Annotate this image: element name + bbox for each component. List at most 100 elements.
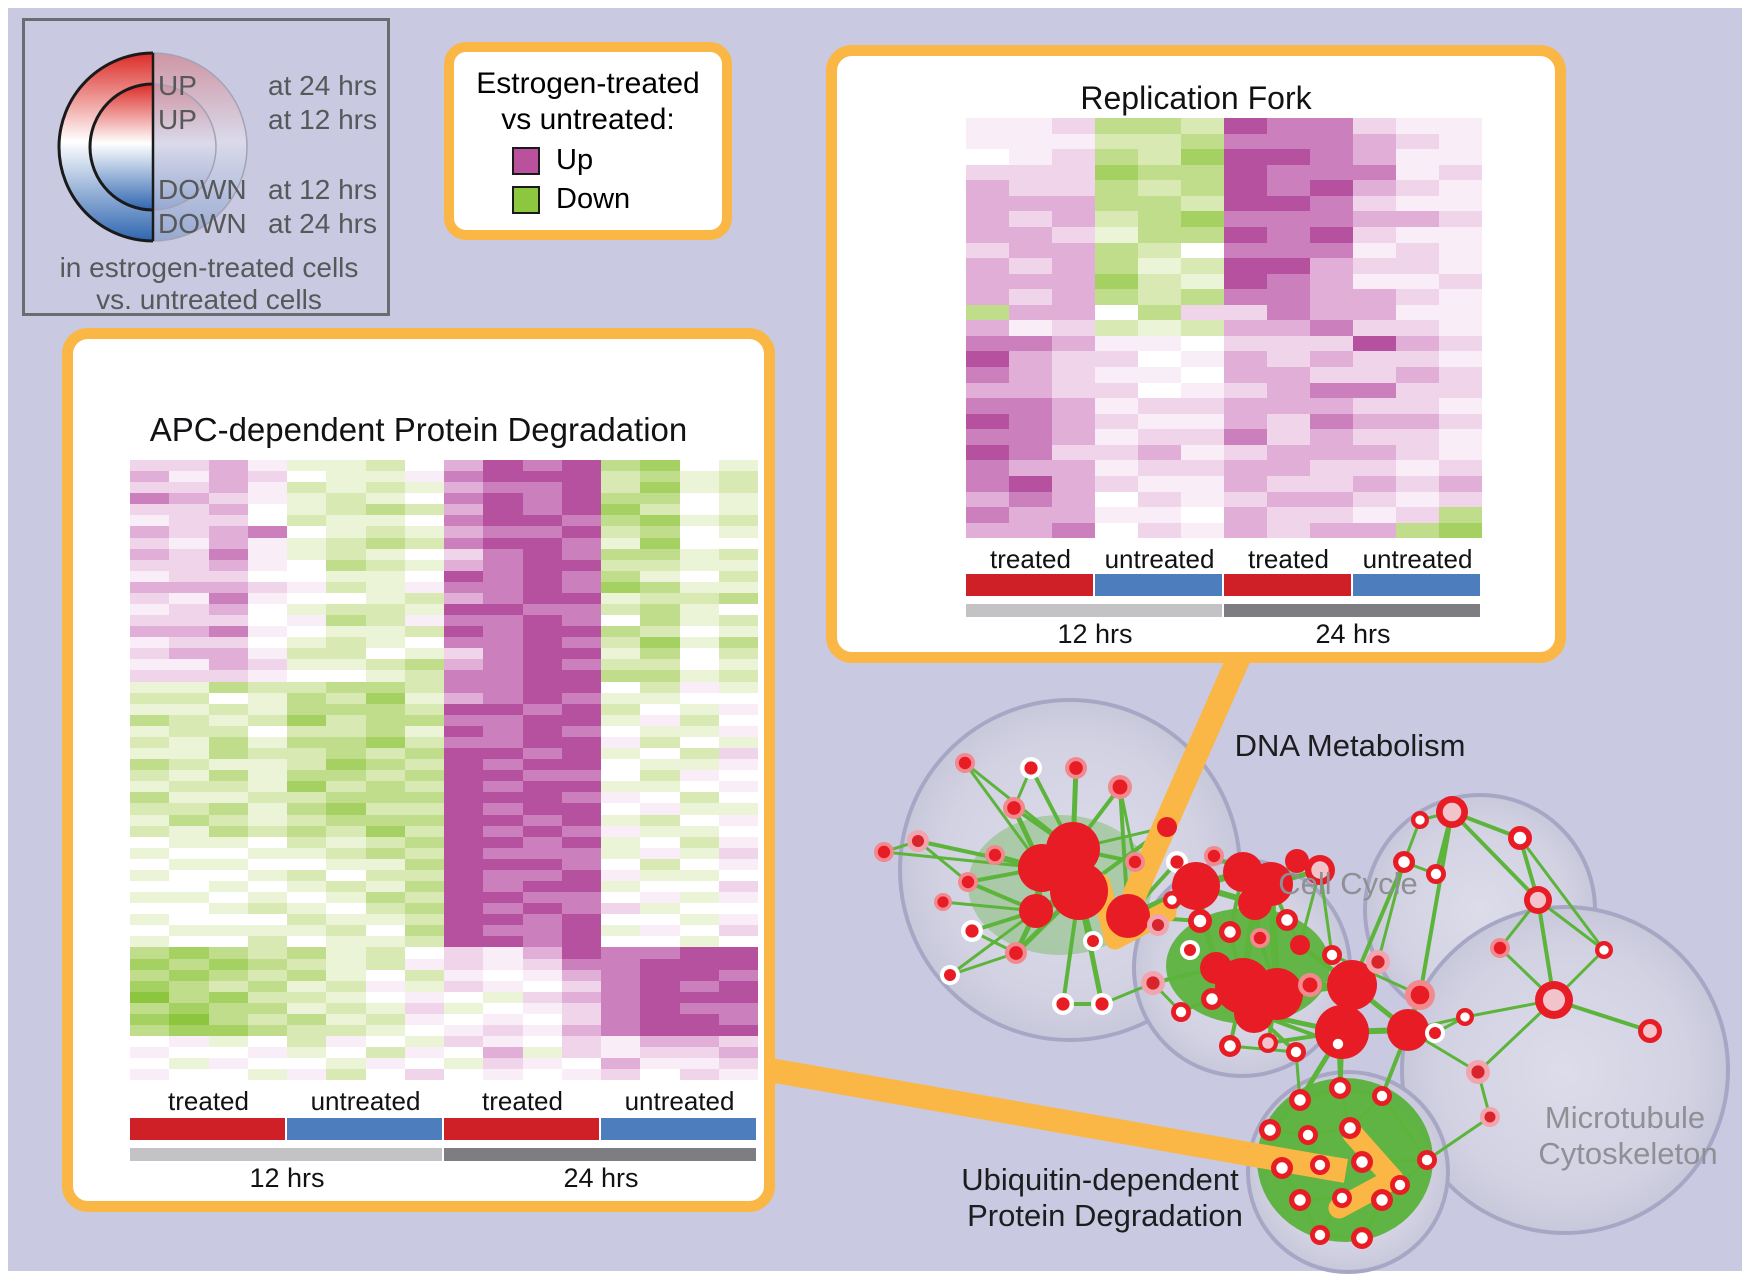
legend-item-up: Up	[512, 144, 722, 177]
network-node	[1219, 1035, 1241, 1057]
heatmap-row	[130, 537, 758, 549]
apc-heatmap	[130, 460, 758, 1081]
replication-group-bars	[966, 574, 1482, 596]
heatmap-row	[130, 980, 758, 992]
replication-group-labels: treated untreated treated untreated	[966, 544, 1482, 575]
network-node	[1259, 1119, 1281, 1141]
network-node	[1289, 1089, 1311, 1111]
group-label: untreated	[624, 1086, 735, 1116]
network-node	[1310, 1225, 1330, 1245]
network-node	[1411, 811, 1429, 829]
heatmap-row	[130, 903, 758, 915]
heatmap-row	[130, 703, 758, 715]
heatmap-row	[966, 320, 1482, 336]
network-node	[1125, 852, 1145, 872]
network-node	[1276, 909, 1298, 931]
heatmap-row	[130, 847, 758, 859]
group-color-bar	[601, 1118, 756, 1140]
network-node	[1524, 886, 1552, 914]
heatmap-row	[130, 1002, 758, 1014]
heatmap-row	[966, 367, 1482, 383]
heatmap-row	[130, 803, 758, 815]
network-node	[1147, 914, 1169, 936]
network-node	[961, 920, 983, 942]
network-node	[1285, 849, 1309, 873]
network-node	[1163, 891, 1181, 909]
heatmap-row	[130, 471, 758, 483]
network-node	[940, 965, 960, 985]
network-node	[1405, 980, 1435, 1010]
network-node	[1219, 921, 1241, 943]
heatmap-row	[130, 1036, 758, 1048]
heatmap-row	[130, 892, 758, 904]
network-node	[1328, 1034, 1348, 1054]
network-node	[1238, 886, 1272, 920]
network-node	[1065, 757, 1087, 779]
heatmap-row	[130, 504, 758, 516]
network-node	[1425, 1023, 1445, 1043]
heatmap-row	[130, 1013, 758, 1025]
time-color-bar	[966, 604, 1222, 617]
heatmap-row	[130, 460, 758, 472]
ring-caption-line2: vs. untreated cells	[96, 284, 322, 313]
ring-row-time: at 24 hrs	[268, 208, 377, 239]
heatmap-row	[130, 781, 758, 793]
network-node	[1351, 1151, 1373, 1173]
group-color-bar	[1095, 574, 1222, 596]
down-color-swatch	[512, 185, 540, 214]
time-color-bar	[1224, 604, 1480, 617]
heatmap-row	[130, 692, 758, 704]
apc-group-bars	[130, 1118, 758, 1140]
network-node	[1351, 1227, 1373, 1249]
network-node	[1171, 1002, 1191, 1022]
ring-right-half	[153, 52, 248, 242]
heatmap-row	[130, 814, 758, 826]
network-node	[1298, 973, 1322, 997]
ring-row-time: at 12 hrs	[268, 104, 377, 135]
heatmap-row	[966, 149, 1482, 165]
heatmap-row	[130, 637, 758, 649]
heatmap-row	[130, 736, 758, 749]
heatmap-row	[130, 858, 758, 870]
ring-row-time: at 12 hrs	[268, 174, 377, 205]
heatmap-row	[130, 991, 758, 1003]
group-color-bar	[130, 1118, 285, 1140]
updown-legend-box: Estrogen-treated vs untreated: Up Down	[444, 42, 732, 240]
heatmap-row	[130, 570, 758, 582]
network-node	[1322, 945, 1342, 965]
heatmap-row	[130, 515, 758, 527]
network-node	[1180, 940, 1200, 960]
network-node	[1508, 826, 1532, 850]
heatmap-row	[130, 748, 758, 760]
down-label: Down	[556, 183, 631, 215]
cluster-circle	[1400, 905, 1730, 1235]
ring-row-time: at 24 hrs	[268, 70, 377, 101]
network-node	[1286, 1042, 1306, 1062]
heatmap-row	[130, 1047, 758, 1059]
heatmap-row	[966, 211, 1482, 227]
heatmap-row	[130, 825, 758, 837]
group-color-bar	[1353, 574, 1480, 596]
network-node	[1106, 894, 1150, 938]
legend-item-down: Down	[512, 183, 722, 216]
heatmap-row	[130, 659, 758, 671]
heatmap-row	[966, 133, 1482, 150]
heatmap-row	[966, 429, 1482, 445]
network-node	[1490, 938, 1510, 958]
network-node	[1310, 1155, 1330, 1175]
up-label: Up	[556, 144, 594, 176]
heatmap-row	[966, 258, 1482, 274]
network-cluster-label: Cytoskeleton	[1538, 1136, 1717, 1171]
heatmap-row	[966, 335, 1482, 352]
apc-time-labels: 12 hrs 24 hrs	[130, 1163, 758, 1194]
time-color-bar	[444, 1148, 756, 1161]
network-node	[1271, 1157, 1293, 1179]
network-node	[1052, 993, 1074, 1015]
replication-fork-panel: Replication Fork treated untreated treated…	[826, 45, 1566, 663]
network-node	[1005, 942, 1027, 964]
heatmap-row	[966, 180, 1482, 196]
heatmap-row	[130, 759, 758, 771]
group-label: treated	[990, 544, 1071, 574]
network-node	[1436, 796, 1468, 828]
